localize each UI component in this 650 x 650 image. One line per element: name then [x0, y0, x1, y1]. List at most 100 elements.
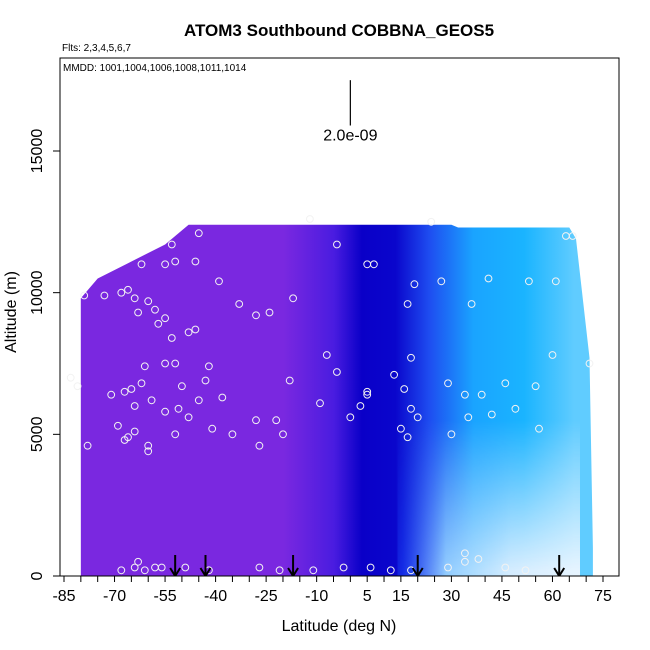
sample-point	[255, 563, 264, 572]
y-axis: 0 5000 10000 15000	[29, 129, 60, 580]
sample-point	[306, 215, 314, 223]
sample-point	[501, 563, 510, 572]
flight-arrows	[169, 555, 566, 576]
sample-point	[161, 359, 170, 368]
sample-point	[151, 305, 159, 314]
sample-point	[178, 382, 186, 391]
sample-point	[161, 407, 170, 416]
sample-point	[461, 549, 469, 558]
flights-label: Flts: 2,3,4,5,6,7	[62, 43, 131, 54]
sample-point	[413, 413, 422, 422]
sample-point	[255, 441, 264, 450]
sample-point	[208, 424, 217, 433]
sample-point	[568, 232, 577, 240]
sample-point	[205, 362, 213, 371]
x-tick-label: -70	[103, 588, 126, 605]
scale-bar-label: 2.0e-09	[323, 128, 377, 145]
flight-arrow	[169, 555, 182, 576]
x-tick-label: 30	[443, 588, 461, 605]
sample-point	[174, 404, 183, 413]
sample-point	[407, 353, 415, 362]
sample-point	[447, 430, 456, 439]
sample-point	[444, 379, 452, 388]
sample-point	[333, 240, 341, 249]
sample-point	[144, 441, 153, 450]
x-tick-label: -10	[305, 588, 328, 605]
sample-point	[235, 300, 244, 308]
sample-point	[521, 566, 530, 575]
sample-point	[144, 297, 153, 306]
sample-point	[167, 334, 176, 342]
sample-point	[585, 359, 594, 368]
sample-point	[134, 557, 143, 566]
sample-point	[134, 308, 143, 317]
sample-point	[444, 563, 452, 572]
sample-point	[120, 387, 129, 396]
sample-point	[461, 390, 469, 399]
sample-point	[464, 413, 473, 422]
sample-point	[551, 277, 560, 286]
sample-point	[390, 370, 399, 379]
sample-point	[427, 217, 436, 226]
sample-point	[356, 402, 365, 410]
sample-point	[407, 404, 415, 413]
sample-point	[467, 300, 476, 308]
scale-bar: 2.0e-09	[323, 80, 378, 145]
sample-point	[191, 325, 200, 334]
sample-point	[161, 260, 170, 269]
sample-point	[83, 441, 92, 450]
sample-point	[437, 277, 446, 286]
sample-point	[117, 566, 126, 575]
sample-point	[218, 393, 227, 402]
sample-point	[215, 277, 223, 286]
x-tick-label: -25	[255, 588, 278, 605]
sample-point	[275, 566, 284, 575]
sample-point	[322, 351, 331, 359]
sample-point	[117, 288, 126, 297]
sample-point	[252, 416, 260, 425]
x-axis-label: Latitude (deg N)	[282, 618, 397, 635]
plot-area	[66, 215, 594, 576]
y-axis-label: Altitude (m)	[3, 271, 20, 353]
dates-label: MMDD: 1001,1004,1006,1008,1011,1014	[63, 63, 247, 74]
x-tick-label: 15	[392, 588, 410, 605]
sample-point	[333, 368, 341, 376]
flight-arrow	[199, 555, 212, 576]
sample-point	[339, 563, 348, 572]
sample-point	[511, 404, 520, 413]
sample-point	[363, 387, 372, 396]
plot-frame	[59, 57, 620, 577]
sample-point	[474, 555, 483, 563]
sample-point	[137, 260, 146, 269]
heatmap-low-altitude-band	[397, 420, 593, 576]
sample-point	[397, 424, 405, 433]
sample-point	[130, 402, 139, 410]
sample-point	[66, 373, 75, 382]
sample-point	[285, 376, 294, 385]
sample-point	[140, 362, 149, 371]
sample-points	[66, 215, 594, 575]
sample-point	[487, 410, 496, 419]
sample-point	[127, 385, 136, 393]
sample-point	[363, 390, 372, 399]
sample-point	[171, 430, 180, 439]
x-tick-label: -85	[52, 588, 75, 605]
sample-point	[410, 280, 419, 289]
sample-point	[124, 285, 132, 294]
x-tick-label: 45	[493, 588, 511, 605]
sample-point	[130, 294, 139, 303]
x-tick-label: 60	[544, 588, 562, 605]
sample-point	[171, 257, 180, 266]
sample-point	[194, 396, 203, 405]
sample-point	[144, 447, 153, 456]
y-tick-label: 15000	[29, 129, 46, 174]
sample-point	[171, 359, 180, 368]
sample-point	[279, 430, 287, 439]
sample-point	[184, 413, 193, 422]
sample-point	[400, 385, 409, 393]
y-tick-label: 0	[29, 571, 46, 580]
sample-point	[147, 396, 156, 405]
sample-point	[535, 424, 543, 433]
sample-point	[531, 382, 540, 391]
flight-arrow	[411, 555, 424, 576]
